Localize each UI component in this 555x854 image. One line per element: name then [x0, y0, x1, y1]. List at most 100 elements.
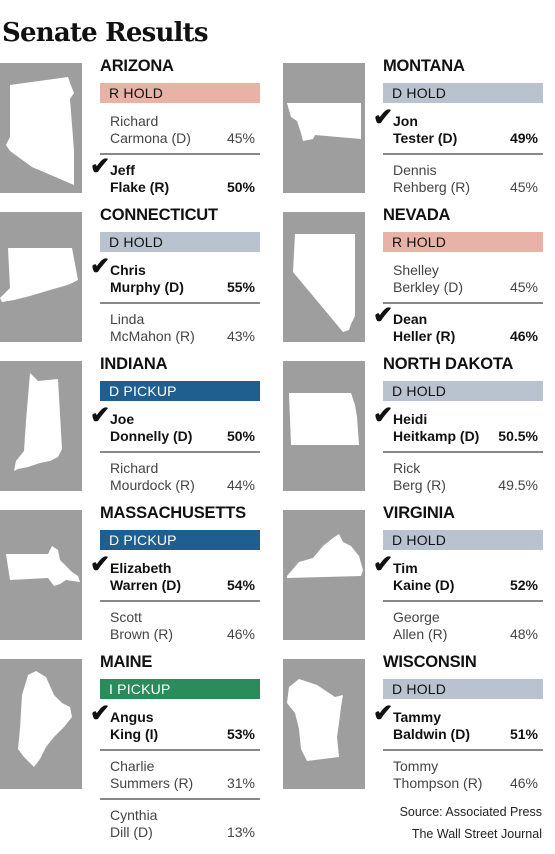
candidate-row: Linda McMahon (R) 43% — [100, 306, 260, 352]
candidate-last-name: Heitkamp (D) — [393, 428, 480, 444]
candidate-first-name: Richard — [110, 460, 159, 476]
vote-percent: 49% — [509, 130, 538, 146]
vote-percent: 13% — [226, 824, 255, 840]
status-badge: R HOLD — [100, 83, 260, 103]
page-title: Senate Results — [2, 18, 208, 48]
candidate-row: ✔ Tim Kaine (D) 52% — [373, 553, 543, 601]
vote-percent: 45% — [226, 130, 255, 146]
state-name: VIRGINIA — [383, 504, 455, 522]
state-name: MASSACHUSETTS — [100, 504, 246, 522]
candidate-row: ✔ Joe Donnelly (D) 50% — [90, 404, 260, 452]
vote-percent: 53% — [226, 726, 255, 742]
vote-percent: 44% — [226, 477, 255, 493]
candidate-last-name: King (I) — [110, 726, 159, 742]
vote-percent: 50% — [226, 428, 255, 444]
vote-percent: 45% — [509, 279, 538, 295]
status-badge: D PICKUP — [100, 381, 260, 401]
candidate-last-name: Baldwin (D) — [393, 726, 470, 742]
checkmark-icon: ✔ — [373, 104, 394, 131]
candidate-last-name: Warren (D) — [110, 577, 182, 593]
vote-percent: 50.5% — [498, 428, 538, 444]
candidate-row: George Allen (R) 48% — [383, 604, 543, 650]
candidate-row: ✔ Jon Tester (D) 49% — [373, 106, 543, 154]
state-name: INDIANA — [100, 355, 168, 373]
candidate-row: Richard Carmona (D) 45% — [100, 108, 260, 154]
candidate-divider — [100, 302, 260, 304]
checkmark-icon: ✔ — [373, 302, 394, 329]
candidate-row: Cynthia Dill (D) 13% — [100, 802, 260, 848]
vote-percent: 55% — [226, 279, 255, 295]
candidate-divider — [100, 153, 260, 155]
candidate-last-name: Berg (R) — [393, 477, 446, 493]
candidate-last-name: Rehberg (R) — [393, 179, 471, 195]
candidate-row: ✔ Chris Murphy (D) 55% — [90, 255, 260, 303]
candidate-last-name: Murphy (D) — [110, 279, 184, 295]
vote-percent: 45% — [509, 179, 538, 195]
arizona-map-icon — [0, 63, 82, 193]
source-credit: Source: Associated Press — [399, 805, 542, 819]
state-panel: MASSACHUSETTS D PICKUP ✔ Elizabeth Warren (D… — [0, 504, 260, 642]
candidate-last-name: Dill (D) — [110, 824, 153, 840]
candidate-row: Charlie Summers (R) 31% — [100, 753, 260, 799]
candidate-divider — [383, 451, 543, 453]
candidate-last-name: Kaine (D) — [393, 577, 455, 593]
virginia-map-icon — [283, 510, 365, 640]
candidate-last-name: Allen (R) — [393, 626, 448, 642]
state-name: NEVADA — [383, 206, 451, 224]
connecticut-map-icon — [0, 212, 82, 342]
candidate-first-name: Tim — [393, 560, 418, 576]
state-name: WISCONSIN — [383, 653, 477, 671]
candidate-divider — [383, 302, 543, 304]
candidate-row: Scott Brown (R) 46% — [100, 604, 260, 650]
candidate-row: Rick Berg (R) 49.5% — [383, 455, 543, 501]
vote-percent: 46% — [226, 626, 255, 642]
candidate-row: Dennis Rehberg (R) 45% — [383, 157, 543, 203]
state-panel: CONNECTICUT D HOLD ✔ Chris Murphy (D) 55% Lind… — [0, 206, 260, 344]
status-badge: R HOLD — [383, 232, 543, 252]
candidate-first-name: Linda — [110, 311, 145, 327]
state-name: MONTANA — [383, 57, 465, 75]
status-badge: D HOLD — [383, 381, 543, 401]
indiana-map-icon — [0, 361, 82, 491]
state-panel: ARIZONA R HOLD Richard Carmona (D) 45% ✔ Jeff F… — [0, 57, 260, 195]
vote-percent: 51% — [509, 726, 538, 742]
candidate-divider — [383, 600, 543, 602]
vote-percent: 46% — [509, 328, 538, 344]
vote-percent: 49.5% — [498, 477, 538, 493]
candidate-row: Richard Mourdock (R) 44% — [100, 455, 260, 501]
candidate-first-name: Rick — [393, 460, 421, 476]
checkmark-icon: ✔ — [90, 551, 111, 578]
state-panel: INDIANA D PICKUP ✔ Joe Donnelly (D) 50% Richar… — [0, 355, 260, 493]
candidate-first-name: Richard — [110, 113, 159, 129]
status-badge: D HOLD — [383, 83, 543, 103]
candidate-first-name: Jeff — [110, 162, 135, 178]
state-panel: WISCONSIN D HOLD ✔ Tammy Baldwin (D) 51% Tommy… — [283, 653, 543, 791]
candidate-last-name: Flake (R) — [110, 179, 170, 195]
state-name: CONNECTICUT — [100, 206, 218, 224]
candidate-divider — [383, 153, 543, 155]
status-badge: D HOLD — [100, 232, 260, 252]
candidate-row: ✔ Angus King (I) 53% — [90, 702, 260, 750]
status-badge: D PICKUP — [100, 530, 260, 550]
vote-percent: 43% — [226, 328, 255, 344]
candidate-divider — [100, 798, 260, 800]
checkmark-icon: ✔ — [90, 153, 111, 180]
candidate-first-name: Dennis — [393, 162, 437, 178]
vote-percent: 54% — [226, 577, 255, 593]
candidate-first-name: Joe — [110, 411, 135, 427]
candidate-row: ✔ Heidi Heitkamp (D) 50.5% — [373, 404, 543, 452]
candidate-first-name: George — [393, 609, 440, 625]
nevada-map-icon — [283, 212, 365, 342]
candidate-first-name: Chris — [110, 262, 146, 278]
state-name: ARIZONA — [100, 57, 174, 75]
state-name: MAINE — [100, 653, 153, 671]
candidate-row: Shelley Berkley (D) 45% — [383, 257, 543, 303]
candidate-divider — [100, 451, 260, 453]
candidate-first-name: Dean — [393, 311, 428, 327]
candidate-row: ✔ Tammy Baldwin (D) 51% — [373, 702, 543, 750]
candidate-divider — [100, 600, 260, 602]
candidate-first-name: Shelley — [393, 262, 439, 278]
checkmark-icon: ✔ — [90, 700, 111, 727]
montana-map-icon — [283, 63, 365, 193]
checkmark-icon: ✔ — [90, 402, 111, 429]
